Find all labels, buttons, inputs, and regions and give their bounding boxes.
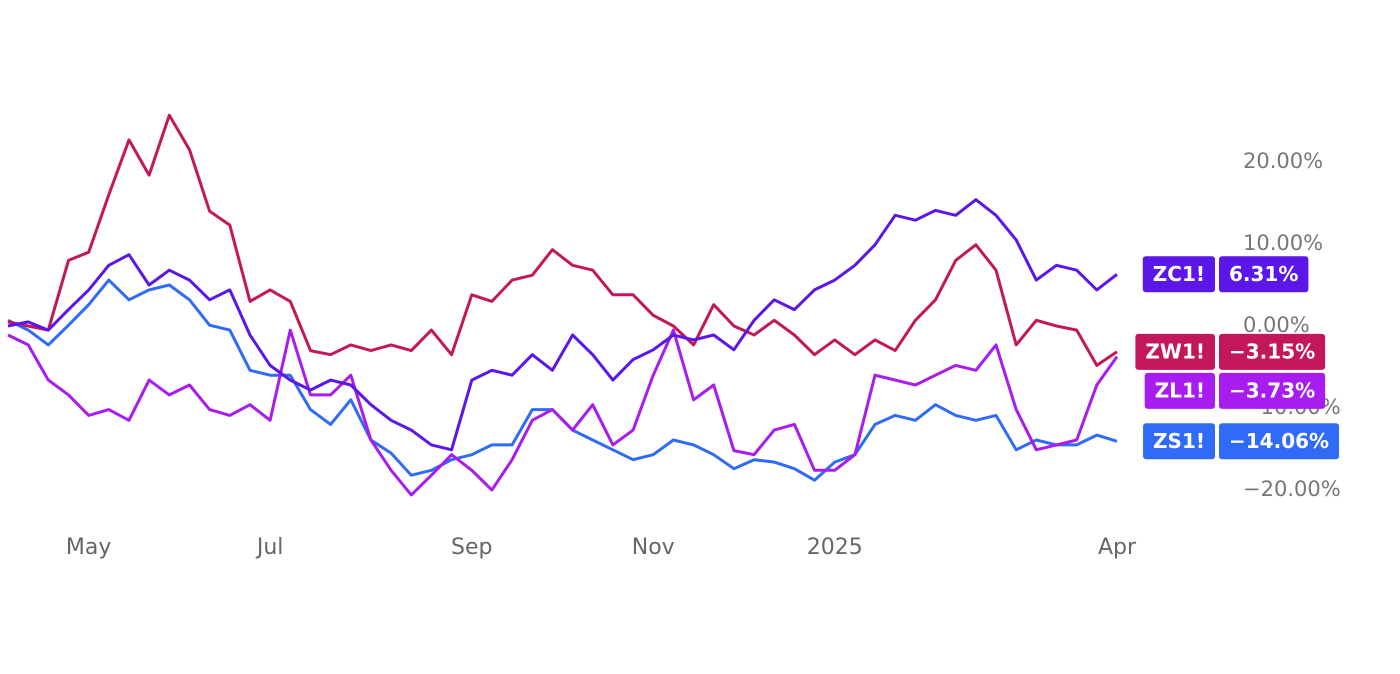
- tag-name-box: [1143, 423, 1215, 460]
- y-tick-label: 0.00%: [1243, 313, 1310, 337]
- value-label: −14.06%: [1229, 429, 1329, 453]
- value-label: 6.31%: [1229, 262, 1298, 286]
- x-tick-label: Sep: [451, 535, 492, 560]
- series-line: [7, 328, 1119, 497]
- price-tag: ZC1! 6.31%: [1142, 256, 1309, 293]
- price-tag: ZS1! −14.06%: [1143, 423, 1340, 460]
- x-tick-label: Jul: [255, 535, 284, 560]
- legend-label: ZC1!: [1153, 262, 1205, 286]
- y-tick-label: 10.00%: [1243, 231, 1323, 255]
- y-tick-label: 20.00%: [1243, 149, 1323, 173]
- tag-name-box: [1135, 333, 1215, 370]
- tag-value-box: [1219, 372, 1326, 409]
- y-tick-label: −20.00%: [1243, 477, 1341, 501]
- x-tick-label: 2025: [807, 535, 863, 560]
- series-line: [7, 198, 1118, 452]
- x-tick-label: Apr: [1098, 535, 1137, 560]
- price-tag: ZW1! −3.15%: [1135, 333, 1326, 370]
- value-label: −3.15%: [1229, 339, 1315, 363]
- tag-name-box: [1142, 256, 1215, 293]
- value-label: −3.73%: [1229, 378, 1315, 402]
- x-tick-label: Nov: [632, 535, 675, 560]
- legend-label: ZL1!: [1155, 378, 1205, 402]
- legend-label: ZW1!: [1145, 339, 1205, 363]
- legend-label: ZS1!: [1153, 429, 1205, 453]
- series-line: [7, 113, 1118, 367]
- tag-value-box: [1219, 423, 1340, 460]
- x-tick-label: May: [66, 535, 111, 560]
- tag-value-box: [1219, 256, 1309, 293]
- tag-name-box: [1144, 372, 1215, 409]
- tag-value-box: [1219, 333, 1326, 370]
- series-line: [7, 278, 1118, 482]
- price-tag: ZL1! −3.73%: [1144, 372, 1326, 409]
